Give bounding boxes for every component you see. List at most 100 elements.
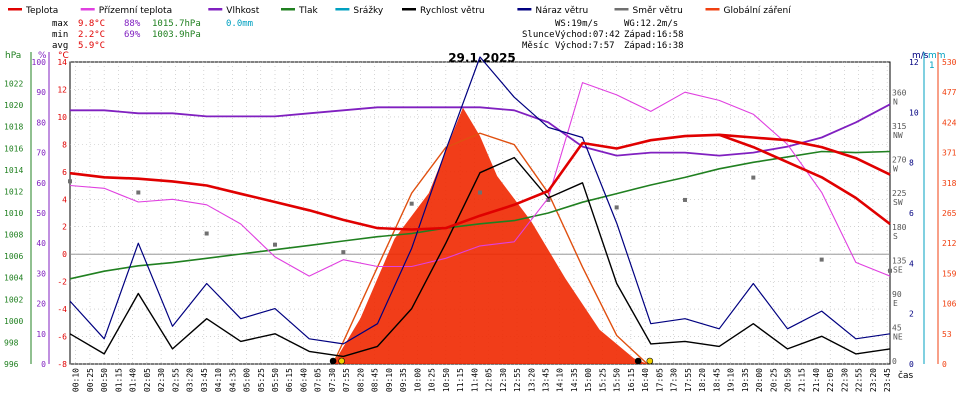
x-tick-label: 12:05	[485, 368, 494, 392]
wind-dir-label: SW	[893, 198, 903, 207]
x-tick-label: 14:10	[556, 368, 565, 392]
humidity-tick: 80	[36, 118, 46, 127]
x-tick-label: 00:10	[72, 368, 81, 392]
ground-temperature-line	[69, 82, 891, 277]
temperature-tick: 2	[62, 223, 67, 232]
stats-max-press: 1015.7hPa	[152, 19, 201, 29]
humidity-line	[70, 103, 891, 157]
temperature-tick: 4	[62, 195, 67, 204]
pressure-tick: 1010	[4, 209, 23, 218]
legend-label: Srážky	[353, 6, 384, 16]
x-tick-label: 18:20	[698, 368, 707, 392]
wind-dir-label: W	[893, 165, 898, 174]
pressure-tick: 1008	[4, 231, 23, 240]
pressure-tick: 1016	[4, 144, 23, 153]
x-tick-label: 09:10	[385, 368, 394, 392]
humidity-tick: 100	[32, 58, 47, 67]
legend-label: Tlak	[298, 6, 319, 16]
rain-tick-1: 1	[929, 61, 935, 71]
info-slunce-zapad: Západ:16:58	[624, 30, 684, 40]
wind-direction-point	[136, 190, 141, 195]
wind-gust-line	[69, 56, 891, 345]
wind-dir-label: E	[893, 299, 898, 308]
wind-direction-point	[614, 205, 619, 210]
x-tick-label: 06:40	[299, 368, 308, 392]
x-tick-label: 09:35	[399, 368, 408, 392]
wind-dir-tick: 90	[892, 290, 902, 299]
chart-title: 29.1.2025	[448, 51, 516, 65]
pressure-tick: 998	[4, 338, 19, 347]
stats-min-temp: 2.2°C	[78, 30, 105, 40]
temperature-tick: 6	[62, 168, 67, 177]
legend-label: Směr větru	[633, 6, 683, 16]
pressure-tick: 1006	[4, 252, 23, 261]
x-tick-label: 22:05	[826, 368, 835, 392]
x-tick-label: 04:35	[228, 368, 237, 392]
wind-speed-unit: m/s	[912, 51, 929, 61]
x-tick-label: 12:55	[513, 368, 522, 392]
pressure-tick: 1022	[4, 80, 23, 89]
sun-moon-marker	[646, 357, 654, 365]
pressure-unit: hPa	[5, 51, 21, 61]
x-tick-label: 12:30	[499, 368, 508, 392]
humidity-tick: 30	[36, 269, 46, 278]
wind-dir-tick: 225	[892, 189, 907, 198]
x-tick-label: 19:10	[727, 368, 736, 392]
radiation-tick: 477	[942, 88, 957, 97]
wind-speed-tick: 6	[909, 209, 914, 218]
wind-speed-line	[69, 156, 891, 358]
legend-label: Rychlost větru	[420, 6, 485, 16]
x-tick-label: 17:55	[684, 368, 693, 392]
temperature-line	[718, 133, 891, 226]
wind-speed-tick: 10	[909, 108, 919, 117]
info-mesic-zapad: Západ:16:38	[624, 41, 684, 51]
wind-direction-point	[409, 201, 414, 206]
temperature-tick: 10	[57, 113, 67, 122]
x-tick-label: 03:45	[200, 368, 209, 392]
temperature-tick: 12	[57, 85, 67, 94]
pressure-line	[69, 150, 891, 280]
temperature-tick: 14	[57, 58, 67, 67]
x-tick-label: 23:20	[869, 368, 878, 392]
radiation-tick: 0	[942, 360, 947, 369]
wind-dir-tick: 270	[892, 156, 907, 165]
x-tick-label: 23:45	[883, 368, 892, 392]
wind-speed-tick: 0	[909, 360, 914, 369]
sun-moon-marker	[634, 357, 642, 365]
x-tick-label: 08:20	[356, 368, 365, 392]
stats-max-label: max	[52, 19, 69, 29]
legend-swatch	[614, 8, 629, 11]
plot-area	[68, 56, 892, 365]
x-tick-label: 04:10	[214, 368, 223, 392]
legend-swatch	[402, 8, 416, 11]
wind-direction-point	[478, 190, 482, 195]
wind-direction-point	[888, 268, 892, 273]
x-tick-label: 14:35	[570, 368, 579, 392]
humidity-tick: 90	[36, 88, 46, 97]
x-tick-label: 15:00	[584, 368, 593, 392]
x-tick-label: 10:25	[428, 368, 437, 392]
legend-swatch	[208, 8, 223, 11]
x-tick-label: 05:00	[243, 368, 252, 392]
x-tick-label: 16:40	[641, 368, 650, 392]
wind-direction-point	[204, 231, 209, 236]
info-slunce-vychod: Východ:07:42	[555, 30, 620, 40]
humidity-tick: 60	[36, 179, 46, 188]
stats-min-press: 1003.9hPa	[152, 30, 201, 40]
wind-direction-point	[341, 250, 346, 255]
wind-dir-label: S	[893, 232, 898, 241]
pressure-tick: 1020	[4, 101, 23, 110]
astro-info: WS:19m/s WG:12.2m/s Slunce Východ:07:42 …	[522, 19, 684, 51]
legend-swatch	[8, 8, 22, 11]
x-tick-label: 02:05	[143, 368, 152, 392]
temperature-line	[69, 133, 891, 231]
info-mesic-label: Měsíc	[522, 41, 549, 51]
temperature-tick: -2	[57, 278, 67, 287]
x-tick-label: 05:50	[271, 368, 280, 392]
humidity-tick: 70	[36, 149, 46, 158]
x-tick-label: 02:30	[157, 368, 166, 392]
info-mesic-vychod: Východ:7:57	[555, 41, 615, 51]
x-tick-label: 03:20	[186, 368, 195, 392]
wind-speed-tick: 2	[909, 310, 914, 319]
